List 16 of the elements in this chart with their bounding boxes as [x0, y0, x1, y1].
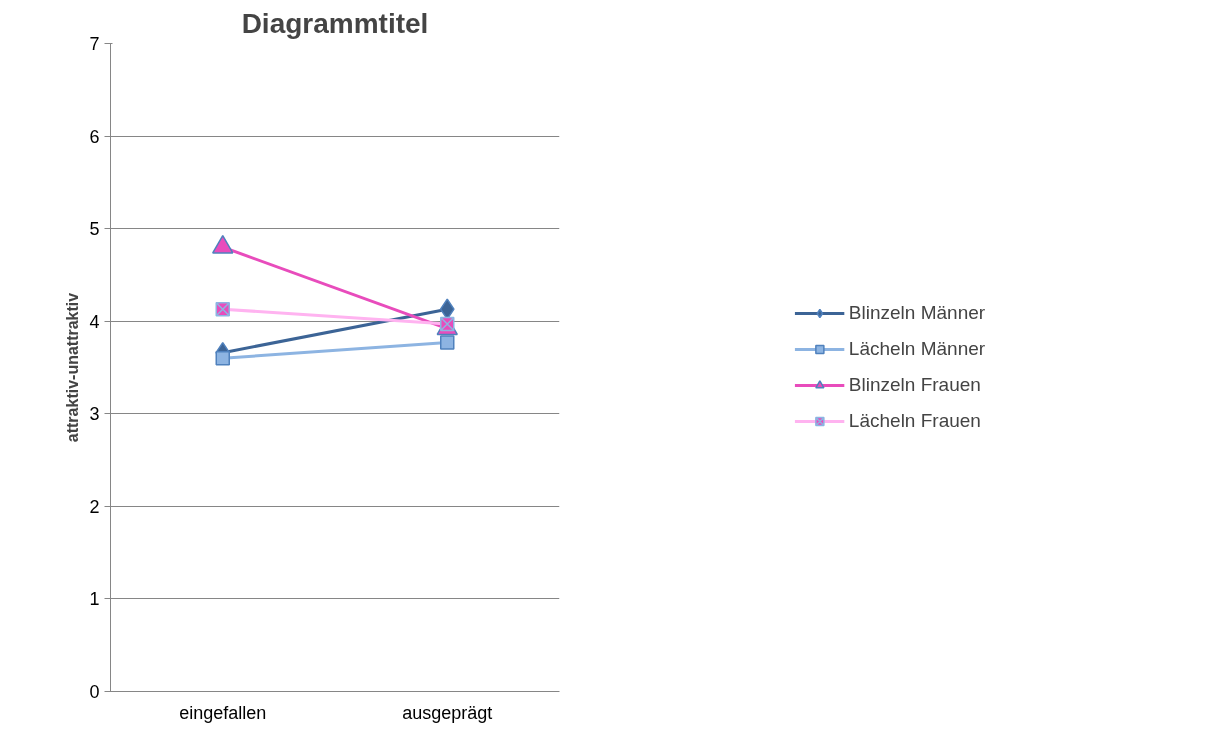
y-tick-label: 2 [89, 496, 100, 517]
legend-label: Blinzeln Männer [848, 302, 986, 324]
y-axis-title: attraktiv-unattraktiv [64, 292, 82, 443]
legend-label: Lächeln Männer [848, 338, 986, 360]
legend-label: Blinzeln Frauen [848, 374, 981, 396]
y-tick-label: 1 [89, 589, 100, 610]
x-tick-label: ausgeprägt [402, 702, 493, 723]
x-tick-label: eingefallen [179, 702, 267, 723]
y-tick-label: 3 [89, 404, 100, 425]
y-tick-label: 0 [89, 682, 100, 702]
y-tick-label: 5 [89, 219, 100, 240]
y-tick-label: 4 [89, 311, 100, 332]
chart-title: Diagrammtitel [241, 7, 429, 39]
legend-label: Lächeln Frauen [848, 410, 981, 432]
y-tick-label: 7 [89, 34, 100, 54]
y-tick-label: 6 [89, 126, 100, 147]
